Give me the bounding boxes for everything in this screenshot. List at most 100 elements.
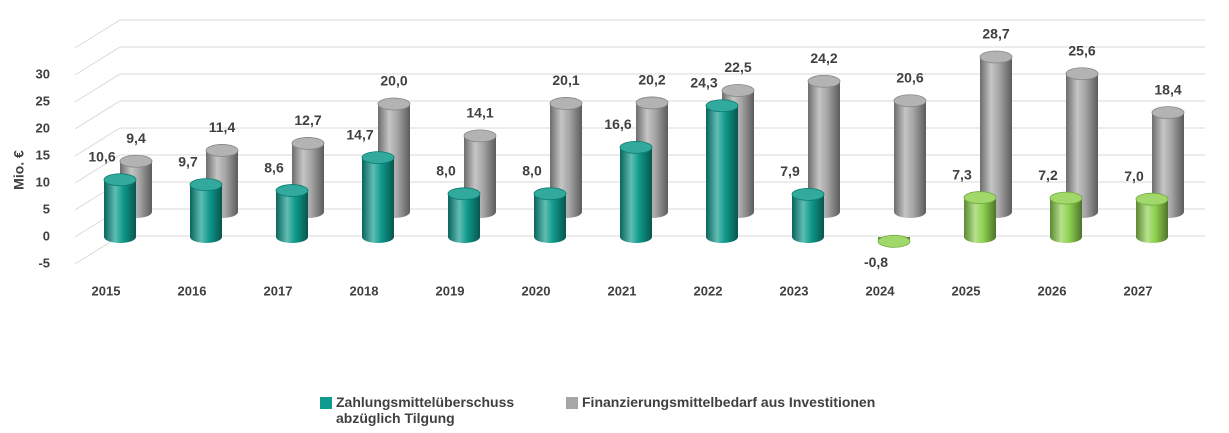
- bar: [706, 105, 738, 243]
- y-tick-label: 10: [36, 174, 50, 189]
- bar-top: [447, 187, 481, 201]
- legend: Zahlungsmittelüberschuss abzüglich Tilgu…: [320, 394, 875, 426]
- value-label: 9,7: [178, 153, 198, 169]
- value-label: 8,6: [264, 159, 284, 175]
- bar-top: [103, 173, 137, 187]
- value-label: 14,7: [346, 126, 373, 142]
- bar-top: [291, 137, 325, 150]
- bar: [1066, 73, 1098, 218]
- x-tick-label: 2027: [1124, 283, 1153, 298]
- bar-top: [119, 154, 153, 168]
- bar-top: [1151, 106, 1185, 120]
- grid-line: [74, 100, 1205, 130]
- value-label: 12,7: [294, 112, 321, 128]
- bar: [362, 157, 394, 243]
- x-tick-label: 2025: [952, 283, 981, 298]
- bar-top: [377, 97, 411, 111]
- bar-top: [463, 129, 497, 143]
- bar-top: [189, 178, 223, 192]
- bar: [190, 184, 222, 243]
- bar-top: [619, 140, 653, 154]
- x-tick-label: 2024: [866, 283, 896, 298]
- y-tick-label: 30: [36, 66, 50, 81]
- x-tick-label: 2022: [694, 283, 723, 298]
- y-tick-label: 5: [43, 201, 50, 216]
- bar: [1136, 199, 1168, 243]
- value-label: 9,4: [126, 130, 146, 146]
- y-tick-label: 0: [43, 228, 50, 243]
- bar-top: [979, 50, 1013, 64]
- grid-line: [74, 73, 1205, 103]
- value-label: 25,6: [1068, 42, 1095, 58]
- bar-top: [705, 99, 739, 113]
- bar-top: [791, 187, 825, 201]
- value-label: 11,4: [209, 119, 236, 135]
- value-label: 10,6: [88, 148, 115, 164]
- bar-top: [533, 187, 567, 201]
- legend-label: Finanzierungsmittelbedarf aus Investitio…: [582, 394, 876, 410]
- value-label: 7,2: [1038, 167, 1058, 183]
- bar: [894, 100, 926, 218]
- bar: [104, 179, 136, 243]
- value-label: 20,0: [380, 73, 407, 89]
- grid-line: [74, 154, 1205, 184]
- value-label: 7,9: [780, 163, 800, 179]
- value-label: 14,1: [466, 105, 493, 121]
- bar-top: [275, 184, 309, 197]
- bar-top: [635, 96, 669, 110]
- y-tick-label: 20: [36, 120, 50, 135]
- bar-top: [877, 234, 911, 248]
- grid-line: [74, 127, 1205, 157]
- bar: [534, 193, 566, 243]
- bar: [1050, 198, 1082, 243]
- value-label: -0,8: [864, 254, 888, 270]
- value-label: 7,0: [1124, 168, 1144, 184]
- value-label: 20,6: [896, 69, 923, 85]
- value-label: 24,3: [690, 74, 717, 90]
- x-tick-label: 2017: [264, 283, 293, 298]
- x-tick-label: 2020: [522, 283, 551, 298]
- bar-top: [1135, 192, 1169, 206]
- value-label: 28,7: [982, 26, 1009, 42]
- legend-swatch: [566, 397, 578, 409]
- value-label: 20,2: [638, 72, 665, 88]
- value-label: 18,4: [1154, 81, 1181, 97]
- value-label: 24,2: [810, 50, 837, 66]
- bar: [964, 197, 996, 243]
- bar: [448, 193, 480, 243]
- bar-top: [893, 94, 927, 108]
- x-tick-label: 2026: [1038, 283, 1067, 298]
- x-tick-label: 2023: [780, 283, 809, 298]
- bar-top: [1065, 67, 1099, 81]
- bar-top: [205, 144, 239, 157]
- x-tick-label: 2015: [92, 283, 121, 298]
- bar-top: [807, 74, 841, 88]
- bar-top: [721, 84, 755, 97]
- bar-top: [963, 191, 997, 204]
- wall-frame: [74, 19, 1205, 49]
- grid-line: [74, 46, 1205, 76]
- bar-top: [1049, 191, 1083, 205]
- bar: [792, 194, 824, 243]
- bar: [808, 81, 840, 218]
- y-tick-label: -5: [38, 255, 50, 270]
- bar: [980, 57, 1012, 218]
- value-label: 16,6: [604, 116, 631, 132]
- x-tick-label: 2019: [436, 283, 465, 298]
- value-label: 8,0: [436, 163, 456, 179]
- value-label: 8,0: [522, 163, 542, 179]
- bar-top: [549, 97, 583, 110]
- legend-item: Zahlungsmittelüberschuss abzüglich Tilgu…: [320, 394, 536, 426]
- legend-swatch: [320, 397, 332, 409]
- x-tick-label: 2016: [178, 283, 207, 298]
- value-label: 20,1: [552, 72, 579, 88]
- x-tick-label: 2018: [350, 283, 379, 298]
- y-tick-label: 25: [36, 93, 50, 108]
- legend-item: Finanzierungsmittelbedarf aus Investitio…: [566, 394, 875, 426]
- x-tick-label: 2021: [608, 283, 637, 298]
- value-label: 7,3: [952, 166, 972, 182]
- bar: [1152, 112, 1184, 218]
- legend-label: Zahlungsmittelüberschuss abzüglich Tilgu…: [336, 394, 515, 426]
